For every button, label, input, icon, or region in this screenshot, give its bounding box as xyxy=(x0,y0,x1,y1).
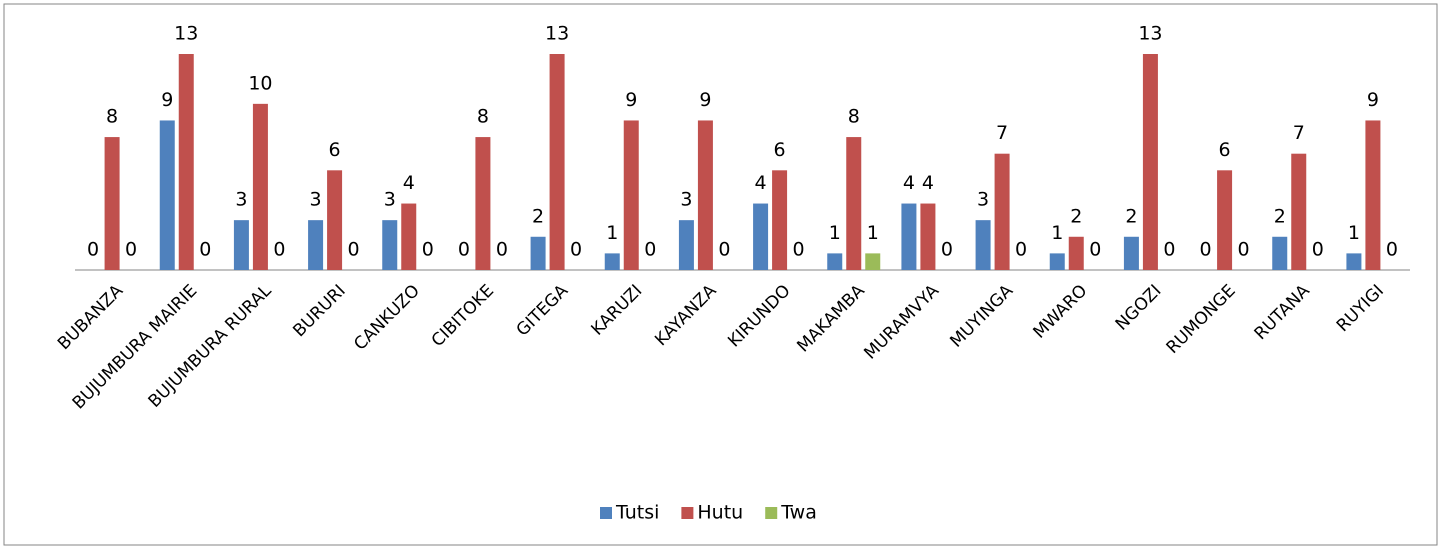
bar xyxy=(975,220,991,270)
data-label: 0 xyxy=(941,239,953,261)
data-label: 1 xyxy=(867,222,879,244)
bar xyxy=(1291,153,1307,270)
data-label: 3 xyxy=(977,189,989,211)
data-label: 1 xyxy=(829,222,841,244)
data-label: 9 xyxy=(625,89,637,111)
bar xyxy=(475,137,491,270)
bar xyxy=(530,236,546,270)
data-label: 8 xyxy=(848,106,860,128)
data-label: 2 xyxy=(1274,205,1286,227)
bar xyxy=(549,54,565,270)
bar xyxy=(1068,236,1084,270)
data-label: 13 xyxy=(545,23,569,45)
bar xyxy=(1272,236,1288,270)
legend-label: Twa xyxy=(780,502,817,524)
data-label: 1 xyxy=(1348,222,1360,244)
data-label: 7 xyxy=(1293,122,1305,144)
data-label: 8 xyxy=(106,106,118,128)
data-label: 8 xyxy=(477,106,489,128)
data-label: 7 xyxy=(996,122,1008,144)
data-label: 0 xyxy=(496,239,508,261)
data-label: 3 xyxy=(310,189,322,211)
data-label: 0 xyxy=(1200,239,1212,261)
data-label: 4 xyxy=(403,172,415,194)
data-label: 0 xyxy=(644,239,656,261)
bar xyxy=(697,120,713,270)
data-label: 0 xyxy=(348,239,360,261)
data-label: 6 xyxy=(774,139,786,161)
data-label: 0 xyxy=(1312,239,1324,261)
legend-swatch xyxy=(600,507,612,519)
bar xyxy=(846,137,862,270)
data-label: 0 xyxy=(718,239,730,261)
data-label: 1 xyxy=(606,222,618,244)
data-label: 4 xyxy=(903,172,915,194)
data-label: 13 xyxy=(1138,23,1162,45)
bar xyxy=(401,203,417,270)
bar xyxy=(1049,253,1065,270)
data-label: 2 xyxy=(1070,205,1082,227)
data-label: 0 xyxy=(199,239,211,261)
bar xyxy=(308,220,324,270)
data-label: 0 xyxy=(570,239,582,261)
data-label: 0 xyxy=(125,239,137,261)
bar xyxy=(327,170,343,270)
data-label: 0 xyxy=(273,239,285,261)
data-label: 6 xyxy=(1219,139,1231,161)
data-label: 4 xyxy=(755,172,767,194)
data-label: 6 xyxy=(329,139,341,161)
bar xyxy=(1346,253,1362,270)
bar xyxy=(827,253,843,270)
data-label: 3 xyxy=(384,189,396,211)
bar xyxy=(865,253,881,270)
data-label: 0 xyxy=(422,239,434,261)
bar xyxy=(1365,120,1381,270)
bar xyxy=(1123,236,1139,270)
bar xyxy=(1217,170,1233,270)
data-label: 9 xyxy=(699,89,711,111)
data-label: 0 xyxy=(793,239,805,261)
bar xyxy=(772,170,788,270)
bar xyxy=(1142,54,1158,270)
data-label: 4 xyxy=(922,172,934,194)
bar xyxy=(233,220,249,270)
bar xyxy=(623,120,639,270)
data-label: 9 xyxy=(161,89,173,111)
data-label: 0 xyxy=(87,239,99,261)
bar xyxy=(604,253,620,270)
bar xyxy=(753,203,769,270)
bar xyxy=(994,153,1010,270)
data-label: 0 xyxy=(1238,239,1250,261)
legend-label: Tutsi xyxy=(615,502,659,524)
data-label: 2 xyxy=(532,205,544,227)
chart-frame xyxy=(3,3,1438,546)
data-label: 0 xyxy=(1163,239,1175,261)
legend-swatch xyxy=(765,507,778,519)
bar xyxy=(252,103,268,270)
bar xyxy=(920,203,936,270)
data-label: 2 xyxy=(1125,205,1137,227)
bar xyxy=(159,120,175,270)
bar xyxy=(104,137,120,270)
data-label: 1 xyxy=(1051,222,1063,244)
data-label: 9 xyxy=(1367,89,1379,111)
legend-label: Hutu xyxy=(697,502,743,524)
data-label: 3 xyxy=(235,189,247,211)
data-label: 13 xyxy=(174,23,198,45)
data-label: 0 xyxy=(1089,239,1101,261)
data-label: 0 xyxy=(458,239,470,261)
bar xyxy=(901,203,917,270)
bar xyxy=(678,220,694,270)
data-label: 0 xyxy=(1386,239,1398,261)
bar xyxy=(382,220,398,270)
data-label: 10 xyxy=(248,72,272,94)
data-label: 3 xyxy=(680,189,692,211)
bar xyxy=(178,54,194,270)
data-label: 0 xyxy=(1015,239,1027,261)
legend-swatch xyxy=(681,507,694,519)
